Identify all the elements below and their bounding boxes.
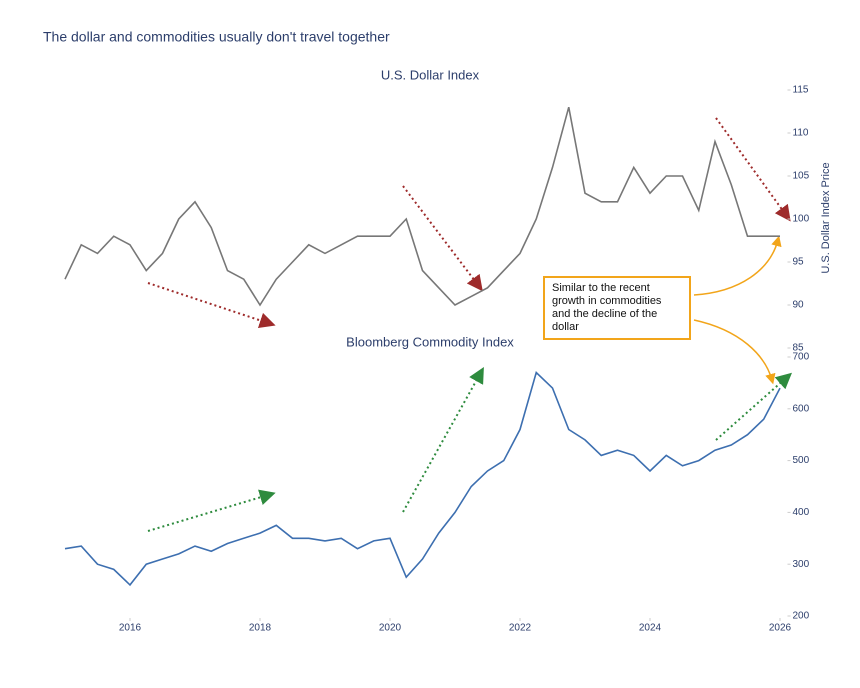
y-tick-label: 500 bbox=[793, 455, 810, 466]
page-title: The dollar and commodities usually don't… bbox=[43, 29, 390, 45]
x-tick-label: 2018 bbox=[249, 623, 272, 634]
line-series bbox=[64, 106, 780, 307]
y-tick-label: 90 bbox=[793, 300, 805, 311]
y-tick-label: 100 bbox=[793, 214, 810, 225]
y-tick-label: 105 bbox=[793, 171, 810, 182]
y-tick-label: 300 bbox=[793, 559, 810, 570]
x-tick-label: 2022 bbox=[509, 623, 532, 634]
panel-title: U.S. Dollar Index bbox=[381, 67, 480, 82]
y-tick-label: 115 bbox=[793, 85, 809, 96]
x-tick-label: 2024 bbox=[639, 623, 662, 634]
panel-title: Bloomberg Commodity Index bbox=[346, 334, 514, 349]
y-tick-label: 600 bbox=[793, 403, 810, 414]
y-tick-label: 700 bbox=[793, 352, 810, 363]
y-tick-label: 85 bbox=[793, 343, 805, 354]
x-tick-label: 2016 bbox=[119, 623, 142, 634]
x-tick-label: 2020 bbox=[379, 623, 402, 634]
x-tick-label: 2026 bbox=[769, 623, 792, 634]
y-tick-label: 200 bbox=[793, 611, 810, 622]
y-tick-label: 95 bbox=[793, 257, 805, 268]
y-tick-label: 400 bbox=[793, 507, 810, 518]
annotation: Similar to the recent growth in commodit… bbox=[543, 276, 691, 340]
line-series bbox=[64, 371, 781, 587]
y-axis-label: U.S. Dollar Index Price bbox=[820, 162, 832, 273]
callout-arrows bbox=[693, 235, 782, 385]
y-tick-label: 110 bbox=[793, 128, 809, 139]
arrows bbox=[147, 117, 792, 532]
